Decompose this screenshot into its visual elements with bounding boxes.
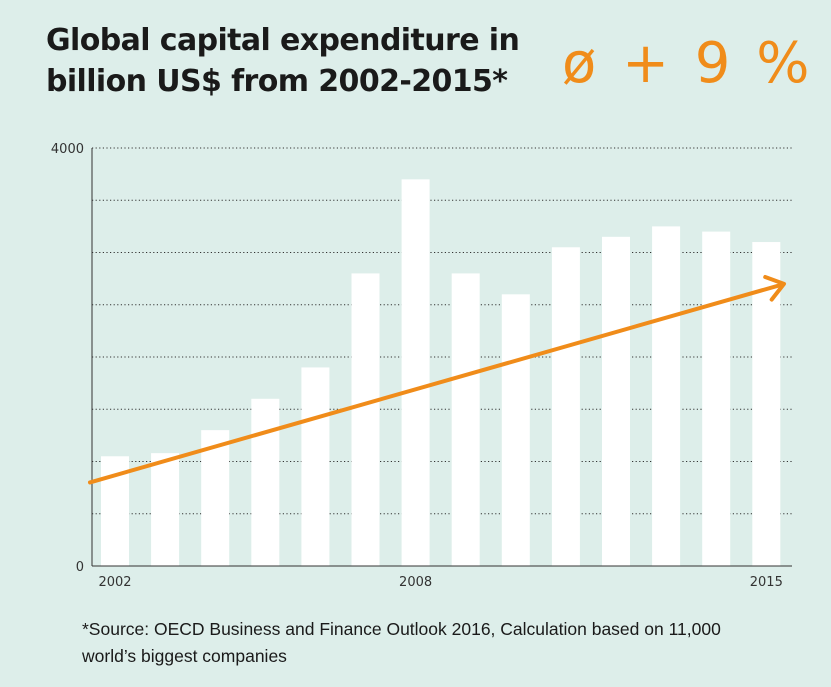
footnote-line-1: *Source: OECD Business and Finance Outlo… [82,619,721,639]
bar-2007 [351,273,380,566]
bar-2003 [151,453,180,566]
chart-title: Global capital expenditure in billion US… [46,20,520,102]
bar-2009 [451,273,480,566]
footnote-line-2: world’s biggest companies [82,646,287,666]
x-tick-label: 2008 [399,575,432,590]
grid-lines [92,147,792,515]
bar-2010 [501,294,530,566]
bar-2011 [551,247,580,566]
x-tick-labels: 2002 2008 2015 [98,575,782,590]
x-tick-label: 2015 [750,575,783,590]
chart-title-line-1: Global capital expenditure in [46,23,520,58]
trend-line [88,283,782,485]
bars [101,179,781,567]
bar-2006 [301,367,330,566]
x-tick-label: 2002 [98,575,131,590]
bar-2012 [602,236,630,566]
trend-arrow [88,274,786,485]
bar-2005 [251,398,280,566]
trend-arrowhead [763,274,786,302]
y-tick-label: 4000 [51,142,84,157]
bar-2008 [401,179,430,566]
source-footnote: *Source: OECD Business and Finance Outlo… [82,616,721,670]
bar-2004 [201,430,230,566]
y-tick-labels: 0 4000 [51,142,84,575]
chart-title-line-2: billion US$ from 2002-2015* [46,64,508,99]
bar-2014 [702,231,731,566]
bar-2013 [652,226,681,566]
average-growth-badge: ø + 9 % [562,31,814,96]
y-tick-label: 0 [76,560,84,575]
